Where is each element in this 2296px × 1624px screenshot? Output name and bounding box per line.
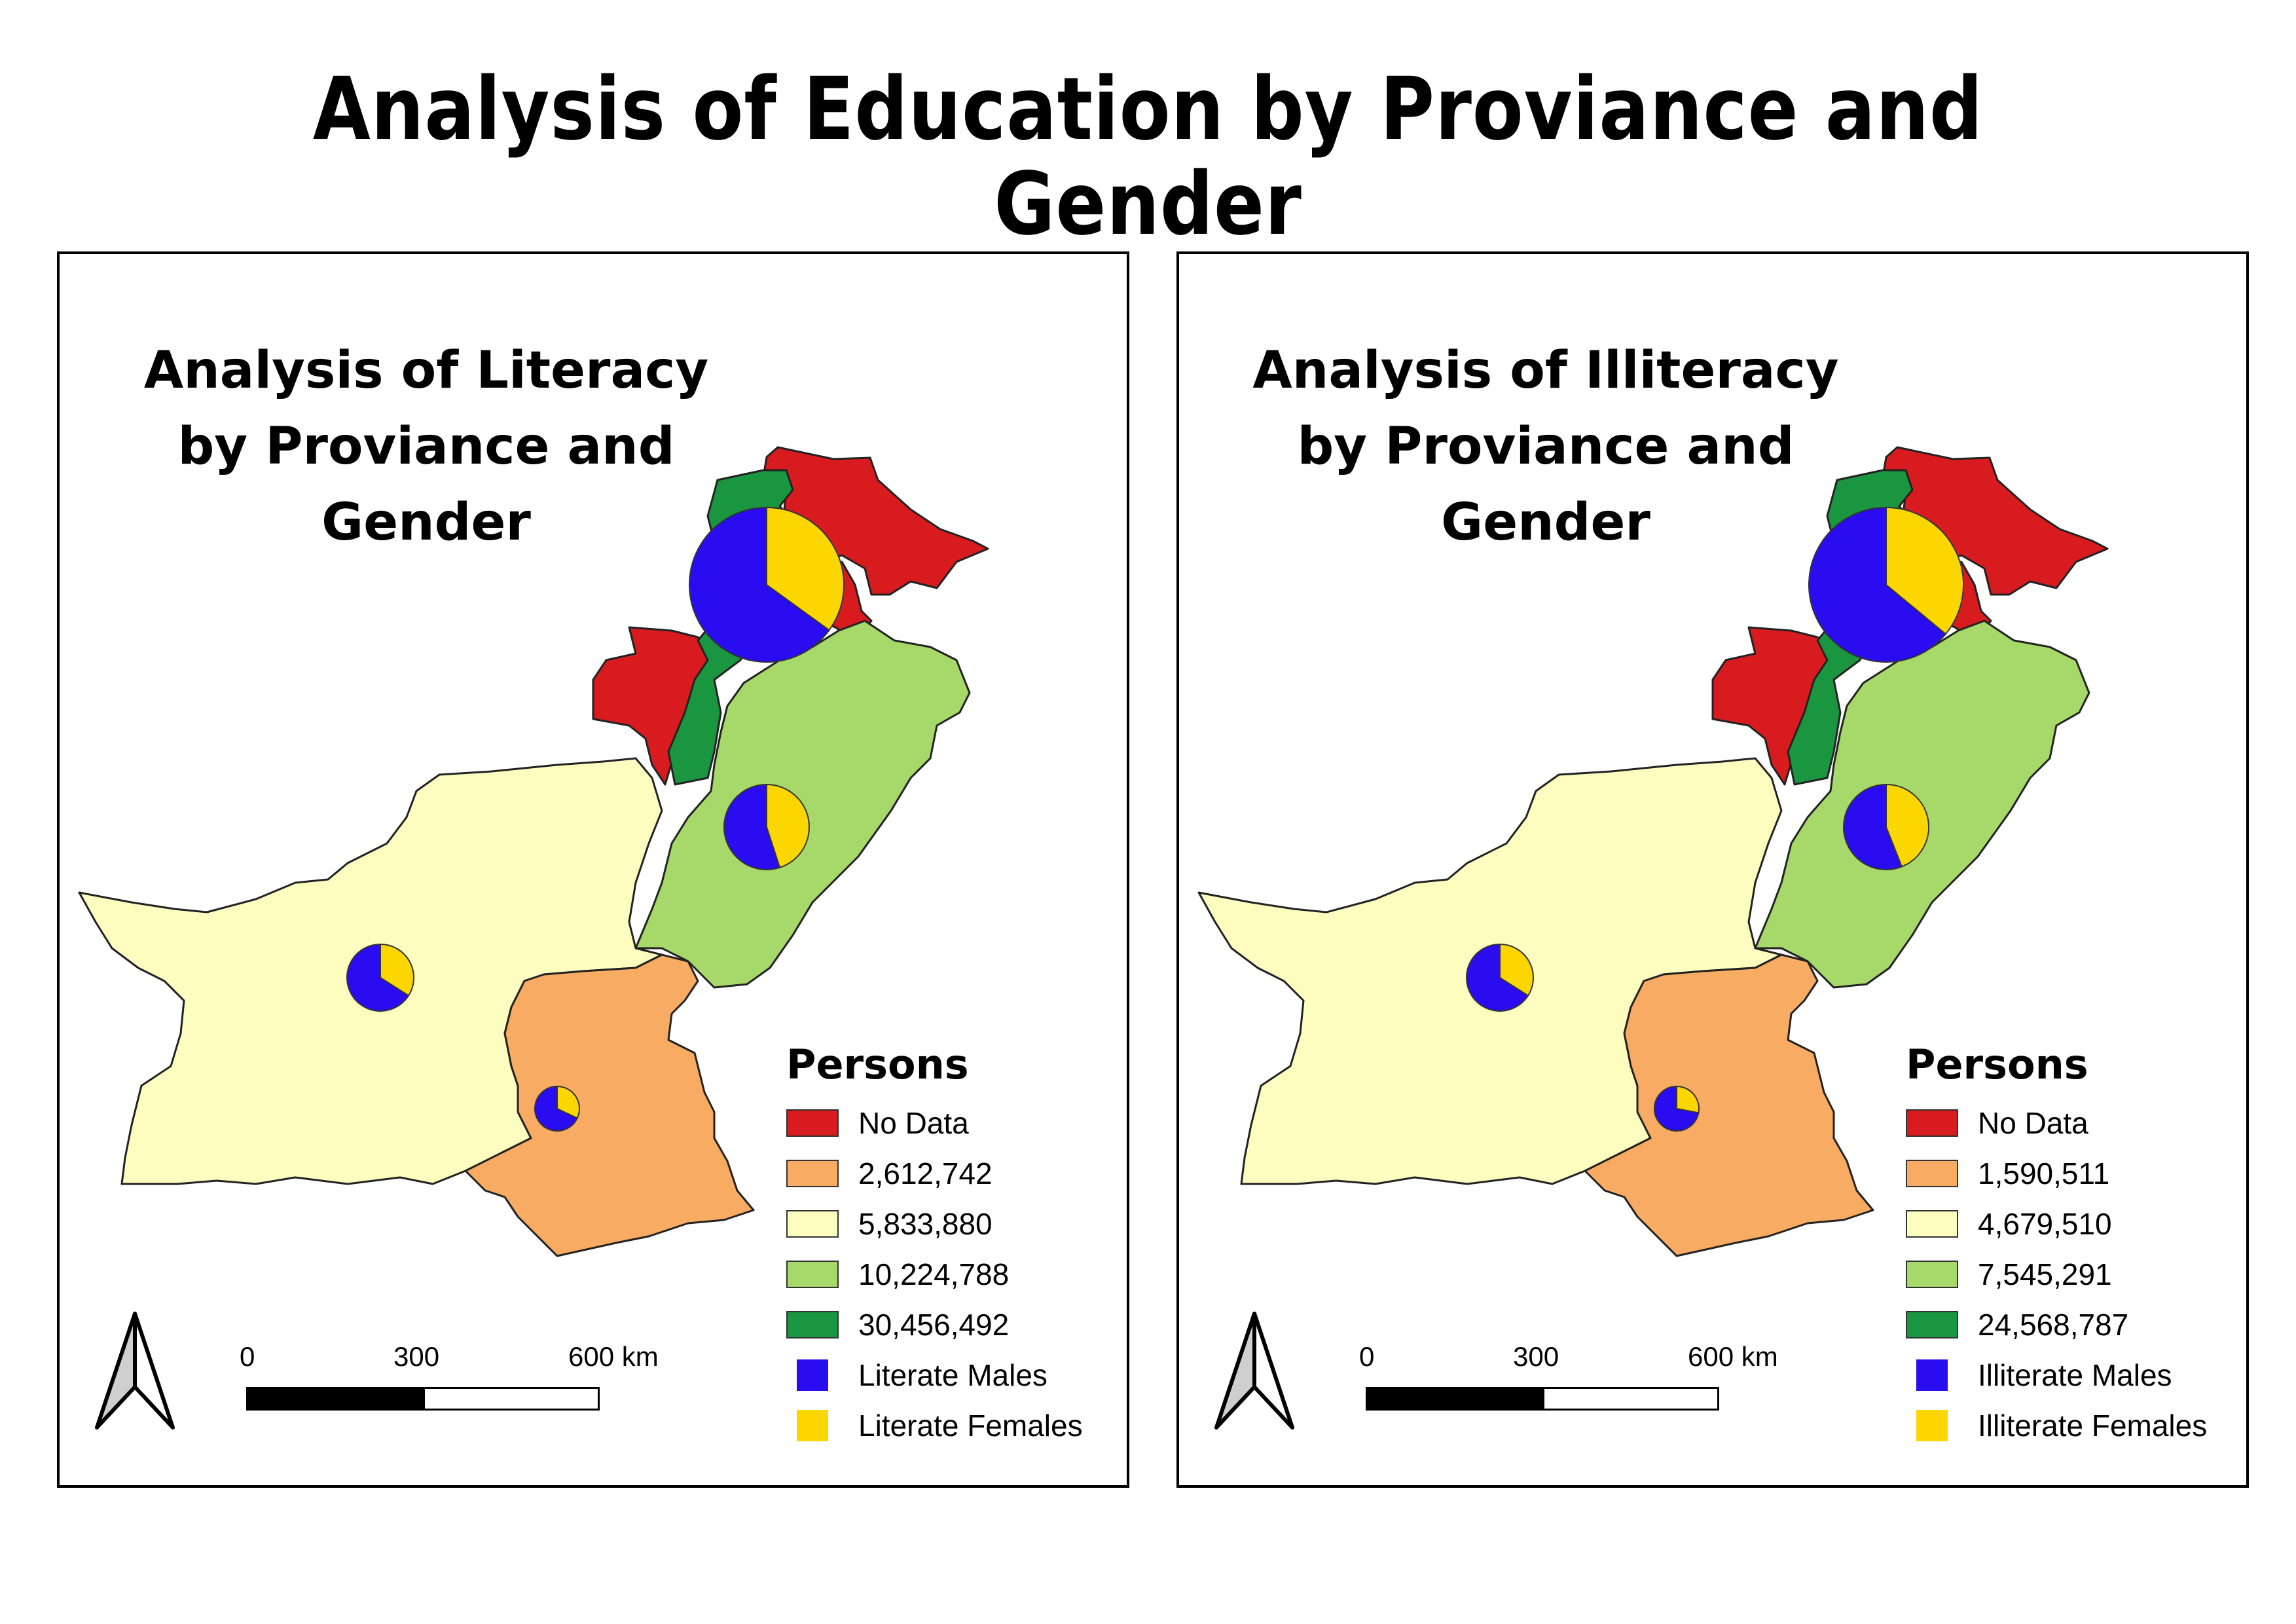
- legend-item-class-4: 24,568,787: [1906, 1299, 2207, 1350]
- legend-item-females: Literate Females: [786, 1400, 1083, 1450]
- legend-item-females: Illiterate Females: [1906, 1400, 2207, 1450]
- scale-bar-light-segment: [423, 1387, 600, 1411]
- scale-bar: 0 300 600 km: [1359, 1341, 1778, 1433]
- pie-slice-females-balochistan: [1499, 943, 1535, 997]
- legend-label: 10,224,788: [858, 1257, 1010, 1291]
- legend-swatch: [786, 1310, 839, 1338]
- legend-swatch: [1906, 1209, 1958, 1238]
- legend-heading: Persons: [786, 1041, 969, 1088]
- legend-label: 2,612,742: [858, 1156, 993, 1190]
- pie-slice-males-punjab: [1843, 783, 1903, 870]
- legend-item-class-4: 30,456,492: [786, 1299, 1083, 1350]
- legend-label: Literate Males: [858, 1357, 1048, 1392]
- legend-item-males: Literate Males: [786, 1350, 1083, 1400]
- scale-bar-dark-segment: [246, 1387, 423, 1411]
- province-map: [78, 446, 989, 1257]
- pie-slice-males-punjab: [723, 783, 781, 870]
- legend-item-class-2: 4,679,510: [1906, 1198, 2207, 1249]
- legend-label: 4,679,510: [1978, 1206, 2112, 1241]
- sindh-region: [1584, 953, 1874, 1257]
- panel-title: Analysis of Illiteracy by Proviance and …: [1218, 333, 1873, 561]
- pie-slice-males-balochistan: [346, 943, 410, 1012]
- pie-slice-females-punjab: [1886, 783, 1929, 868]
- legend-swatch: [786, 1260, 839, 1288]
- pie-charts: [1466, 506, 1964, 1132]
- legend-item-class-2: 5,833,880: [786, 1198, 1083, 1249]
- scale-bar: 0 300 600 km: [240, 1341, 659, 1433]
- legend-swatch: [786, 1159, 839, 1187]
- main-title: Analysis of Education by Proviance and G…: [312, 59, 1984, 255]
- legend-swatch: [1906, 1159, 1958, 1187]
- pie-slice-females-sindh: [556, 1085, 580, 1119]
- legend-swatch: [1906, 1260, 1958, 1288]
- pie-slice-females-sindh: [1676, 1085, 1700, 1114]
- panel-title-line-1: Analysis of Illiteracy: [1252, 341, 1839, 400]
- pie-slice-males-balochistan: [1466, 943, 1529, 1012]
- province-map: [1197, 446, 2109, 1257]
- legend-item-no-data: No Data: [1906, 1098, 2207, 1148]
- literacy-map-panel: Analysis of Literacy by Proviance and Ge…: [57, 251, 1129, 1488]
- pie-slice-females-balochistan: [380, 943, 415, 997]
- pie-slice-females-khyber-pakhtunkhwa: [1886, 506, 1964, 635]
- scale-bar-dark-segment: [1366, 1387, 1542, 1411]
- north-arrow-icon: [95, 1312, 175, 1430]
- legend-label: No Data: [1978, 1105, 2088, 1140]
- panel-title-line-3: Gender: [1441, 493, 1650, 552]
- legend-heading: Persons: [1906, 1041, 2088, 1088]
- pie-slice-males-khyber-pakhtunkhwa: [1808, 506, 1947, 663]
- sindh-region: [464, 953, 755, 1257]
- north-arrow-icon: [1214, 1312, 1294, 1430]
- legend-label: No Data: [858, 1105, 969, 1140]
- legend-item-males: Illiterate Males: [1906, 1350, 2207, 1400]
- scale-label-600: 600 km: [568, 1341, 659, 1372]
- scale-label-300: 300: [393, 1341, 440, 1372]
- legend-swatch: [1906, 1310, 1958, 1338]
- legend-label: 24,568,787: [1978, 1307, 2129, 1342]
- panel-title-line-2: by Proviance and: [1297, 417, 1795, 476]
- legend-swatch: [786, 1209, 839, 1238]
- legend-label: 5,833,880: [858, 1206, 993, 1241]
- panel-title: Analysis of Literacy by Proviance and Ge…: [99, 333, 754, 561]
- legend-swatch: [797, 1409, 828, 1441]
- scale-label-0: 0: [1359, 1341, 1375, 1372]
- legend-swatch: [797, 1359, 828, 1391]
- pie-slice-males-sindh: [534, 1085, 579, 1132]
- pie-slice-females-khyber-pakhtunkhwa: [766, 506, 845, 631]
- legend-swatch: [1906, 1109, 1958, 1137]
- legend-label: Literate Females: [858, 1408, 1083, 1443]
- legend-swatch: [1916, 1409, 1948, 1441]
- legend-label: Illiterate Females: [1978, 1408, 2208, 1443]
- scale-label-0: 0: [240, 1341, 255, 1372]
- legend-swatch: [1916, 1359, 1948, 1391]
- scale-label-300: 300: [1513, 1341, 1559, 1372]
- legend: Persons No Data 1,590,511 4,679,510 7,54…: [1906, 1040, 2207, 1450]
- pie-slice-females-punjab: [766, 783, 810, 869]
- legend-item-class-3: 7,545,291: [1906, 1249, 2207, 1299]
- legend-item-class-1: 1,590,511: [1906, 1148, 2207, 1198]
- legend-item-class-1: 2,612,742: [786, 1148, 1083, 1198]
- pie-charts: [346, 506, 845, 1132]
- pie-slice-males-khyber-pakhtunkhwa: [689, 506, 830, 663]
- legend-swatch: [786, 1109, 839, 1137]
- legend-label: 30,456,492: [858, 1307, 1010, 1342]
- panel-title-line-2: by Proviance and: [177, 417, 675, 476]
- scale-bar-light-segment: [1542, 1387, 1719, 1411]
- legend-item-no-data: No Data: [786, 1098, 1083, 1148]
- legend-item-class-3: 10,224,788: [786, 1249, 1083, 1299]
- panel-title-line-1: Analysis of Literacy: [143, 341, 709, 400]
- legend-label: 1,590,511: [1978, 1156, 2110, 1190]
- legend-label: Illiterate Males: [1978, 1357, 2172, 1392]
- legend-label: 7,545,291: [1978, 1257, 2112, 1291]
- legend: Persons No Data 2,612,742 5,833,880 10,2…: [786, 1040, 1083, 1450]
- illiteracy-map-panel: Analysis of Illiteracy by Proviance and …: [1176, 251, 2249, 1488]
- panel-title-line-3: Gender: [321, 493, 531, 552]
- scale-label-600: 600 km: [1688, 1341, 1778, 1372]
